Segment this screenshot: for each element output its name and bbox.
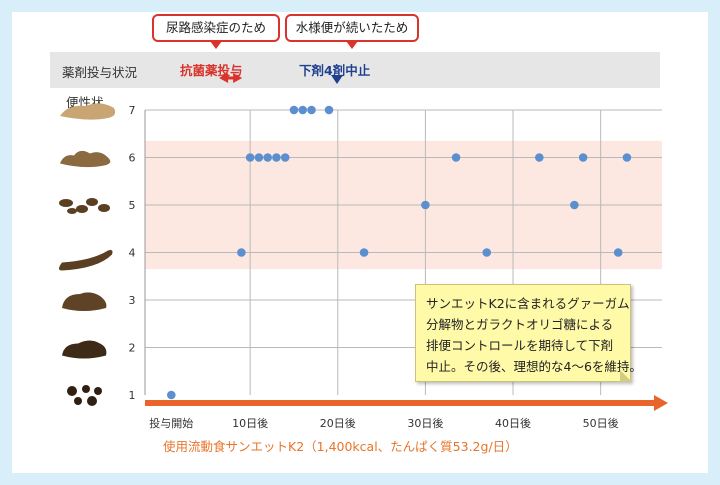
data-point <box>421 200 430 210</box>
stool-type-5-icon <box>76 205 88 213</box>
laxative-stop-label: 下剤4剤中止 <box>299 63 371 78</box>
annotation-note: サンエットK2に含まれるグァーガム 分解物とガラクトオリゴ糖による 排便コントロ… <box>415 284 642 382</box>
stool-type-1-icon <box>74 397 82 405</box>
data-point <box>578 153 588 162</box>
data-point <box>570 200 579 210</box>
x-tick-label: 10日後 <box>232 416 268 430</box>
y-tick-label: 2 <box>129 342 136 355</box>
y-tick-label: 3 <box>129 294 136 307</box>
antibiotic-arrow-right-head <box>233 73 243 83</box>
watery-stool-callout: 水様便が続いたため <box>285 14 419 49</box>
note-line: サンエットK2に含まれるグァーガム <box>426 296 630 311</box>
y-tick-label: 4 <box>129 247 136 260</box>
medication-row-label: 薬剤投与状況 <box>62 65 138 80</box>
stool-type-1-icon <box>87 396 97 406</box>
note-line: 中止。その後、理想的な4～6を維持。 <box>426 359 642 374</box>
x-tick-label: 40日後 <box>495 416 531 430</box>
data-point <box>613 248 623 257</box>
medication-band <box>50 52 660 88</box>
x-tick-label: 投与開始 <box>149 416 193 430</box>
x-tick-label: 50日後 <box>583 416 619 430</box>
note-fold-corner <box>620 370 632 382</box>
stool-type-4-icon <box>59 250 113 271</box>
y-tick-label: 5 <box>129 199 136 212</box>
data-point <box>272 153 281 162</box>
stool-type-6-icon <box>60 150 111 168</box>
uti-callout: 尿路感染症のため <box>152 14 280 49</box>
data-point <box>237 248 246 257</box>
data-point <box>482 248 492 257</box>
y-tick-label: 1 <box>129 389 136 402</box>
stool-type-1-icon <box>67 386 77 396</box>
laxative-stop-marker <box>331 75 344 84</box>
note-line: 排便コントロールを期待して下剤 <box>426 338 614 353</box>
stool-type-5-icon <box>59 199 73 207</box>
stool-type-5-icon <box>86 198 98 206</box>
stool-type-1-icon <box>94 387 102 395</box>
x-tick-label: 20日後 <box>320 416 356 430</box>
stool-type-2-icon <box>62 340 107 359</box>
data-point <box>289 105 299 115</box>
data-point <box>298 105 308 115</box>
note-line: 分解物とガラクトオリゴ糖による <box>426 317 614 332</box>
stool-type-7-icon <box>60 103 116 120</box>
data-point <box>307 105 316 115</box>
data-point <box>254 153 264 162</box>
data-point <box>263 153 272 162</box>
stool-type-1-icon <box>82 385 90 393</box>
y-tick-label: 6 <box>129 152 136 165</box>
data-point <box>245 153 255 162</box>
x-tick-label: 30日後 <box>407 416 443 430</box>
footer-caption: 使用流動食サンエットK2（1,400kcal、たんぱく質53.2g/日） <box>163 439 518 454</box>
stool-type-5-icon <box>98 204 110 212</box>
y-tick-label: 7 <box>129 104 136 117</box>
data-point <box>622 153 632 162</box>
data-point <box>359 248 369 257</box>
data-point <box>166 390 176 400</box>
x-axis-arrow-head <box>654 395 668 411</box>
data-point <box>324 105 334 115</box>
data-point <box>280 153 290 162</box>
x-axis-arrow-shaft <box>145 400 658 406</box>
data-point <box>535 153 544 162</box>
stool-type-3-icon <box>62 292 107 311</box>
data-point <box>451 153 461 162</box>
stool-type-5-icon <box>67 208 77 214</box>
antibiotic-arrow-left-head <box>219 73 229 83</box>
